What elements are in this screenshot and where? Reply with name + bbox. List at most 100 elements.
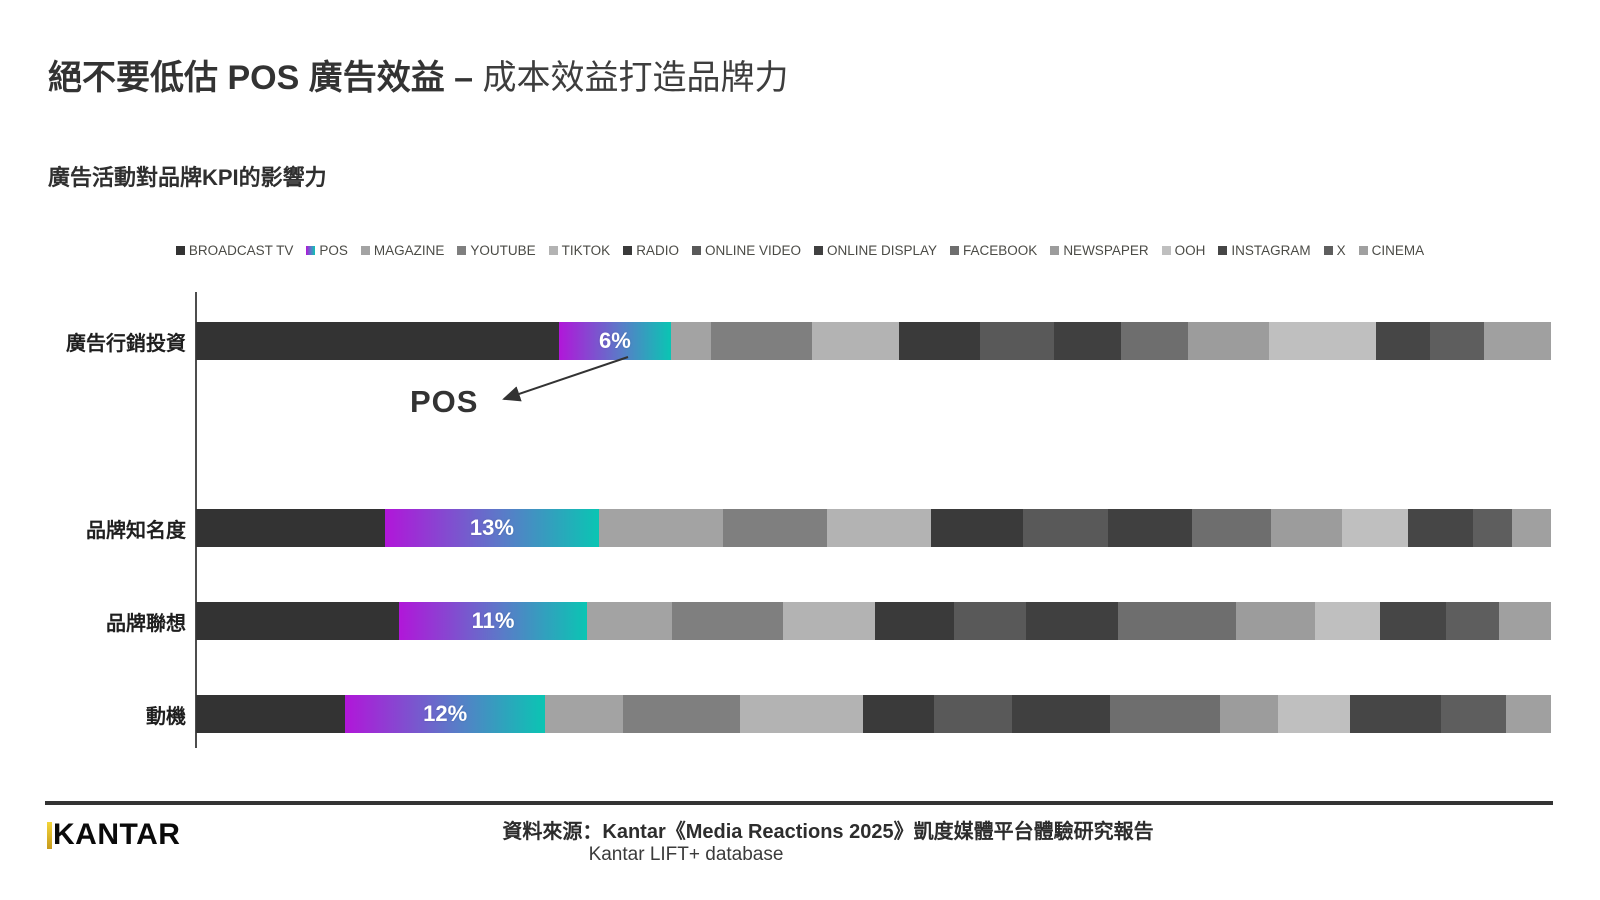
legend-label: POS bbox=[319, 243, 348, 258]
bar-segment-pos: 12% bbox=[345, 695, 546, 733]
kantar-logo-gold-bar-icon bbox=[47, 821, 52, 849]
bar-segment-youtube bbox=[722, 509, 828, 547]
row-label: 動機 bbox=[146, 705, 186, 728]
legend-label: OOH bbox=[1174, 243, 1206, 258]
kantar-logo-text: KANTAR bbox=[53, 818, 181, 851]
bar-segment-online-display bbox=[1012, 695, 1110, 733]
row-label: 品牌知名度 bbox=[86, 519, 186, 542]
bar-row: 動機 12% bbox=[40, 695, 1551, 733]
bar-segment-facebook bbox=[1192, 509, 1271, 547]
kantar-logo: KANTAR bbox=[47, 818, 180, 852]
bar-segment-online-display bbox=[1053, 322, 1122, 360]
bar-segment-radio bbox=[875, 602, 954, 640]
legend-swatch-icon bbox=[306, 246, 316, 255]
bar-segment-pos: 11% bbox=[399, 602, 587, 640]
legend-item-instagram: INSTAGRAM bbox=[1218, 243, 1311, 258]
legend-label: INSTAGRAM bbox=[1231, 243, 1311, 258]
legend-label: RADIO bbox=[636, 243, 679, 258]
pos-value-label: 11% bbox=[471, 608, 515, 633]
legend-swatch-icon bbox=[950, 246, 960, 255]
bar-segment-x bbox=[1446, 602, 1499, 640]
legend-label: X bbox=[1336, 243, 1346, 258]
chart-subtitle: 廣告活動對品牌KPI的影響力 bbox=[48, 165, 327, 190]
legend-label: CINEMA bbox=[1371, 243, 1425, 258]
bar-segment-facebook bbox=[1121, 322, 1189, 360]
legend-label: YOUTUBE bbox=[470, 243, 536, 258]
bar-segment-cinema bbox=[1498, 602, 1552, 640]
legend-item-magazine: MAGAZINE bbox=[360, 243, 444, 258]
bar-segment-newspaper bbox=[1270, 509, 1343, 547]
legend-swatch-icon bbox=[360, 246, 370, 255]
bar-segment-instagram bbox=[1349, 695, 1441, 733]
bar-segment-youtube bbox=[711, 322, 813, 360]
bar-segment-online-video bbox=[934, 695, 1013, 733]
bar-segment-newspaper bbox=[1236, 602, 1315, 640]
page-title-bold: 絕不要低估 POS 廣告效益 – bbox=[48, 59, 474, 97]
bar-segment-magazine bbox=[586, 602, 672, 640]
pos-value-label: 13% bbox=[469, 515, 514, 540]
bar-segment-pos: 6% bbox=[558, 322, 672, 360]
bar-segment-tiktok bbox=[783, 602, 876, 640]
legend-item-tiktok: TIKTOK bbox=[548, 243, 611, 258]
legend-item-x: X bbox=[1323, 243, 1346, 258]
legend-label: NEWSPAPER bbox=[1063, 243, 1149, 258]
bar-segment-facebook bbox=[1109, 695, 1220, 733]
bar-segment-online-video bbox=[980, 322, 1054, 360]
bar-segment-tiktok bbox=[827, 509, 932, 547]
bar-segment-online-video bbox=[953, 602, 1027, 640]
bar-segment-magazine bbox=[671, 322, 712, 360]
bar-segment-x bbox=[1472, 509, 1512, 547]
bar-segment-tiktok bbox=[812, 322, 900, 360]
bar-segment-instagram bbox=[1407, 509, 1473, 547]
legend-swatch-icon bbox=[1161, 246, 1171, 255]
legend-swatch-icon bbox=[623, 246, 633, 255]
bar-segment-broadcast-tv bbox=[196, 602, 400, 640]
bar-row: 廣告行銷投資 6% bbox=[40, 322, 1551, 360]
legend-label: ONLINE DISPLAY bbox=[826, 243, 938, 258]
bar-segment-radio bbox=[863, 695, 935, 733]
bar-segment-cinema bbox=[1505, 695, 1551, 733]
stacked-bar: 11% bbox=[196, 602, 1552, 640]
pos-value-label: 6% bbox=[599, 328, 631, 353]
stacked-bar: 6% bbox=[196, 322, 1551, 360]
bar-segment-pos: 13% bbox=[385, 509, 599, 547]
legend-item-ooh: OOH bbox=[1161, 243, 1206, 258]
legend-swatch-icon bbox=[1050, 246, 1060, 255]
legend-label: BROADCAST TV bbox=[188, 243, 294, 258]
legend-item-newspaper: NEWSPAPER bbox=[1050, 243, 1149, 258]
legend-item-cinema: CINEMA bbox=[1358, 243, 1425, 258]
legend-swatch-icon bbox=[457, 246, 467, 255]
legend-swatch-icon bbox=[175, 246, 185, 255]
legend-swatch-icon bbox=[1218, 246, 1228, 255]
legend-item-youtube: YOUTUBE bbox=[457, 243, 536, 258]
bar-segment-ooh bbox=[1278, 695, 1350, 733]
legend-swatch-icon bbox=[691, 246, 701, 255]
legend-item-radio: RADIO bbox=[623, 243, 679, 258]
legend-item-facebook: FACEBOOK bbox=[950, 243, 1037, 258]
legend-item-online-display: ONLINE DISPLAY bbox=[813, 243, 938, 258]
footer-divider bbox=[45, 801, 1553, 805]
bar-segment-broadcast-tv bbox=[196, 322, 559, 360]
bar-segment-magazine bbox=[545, 695, 623, 733]
bar-segment-broadcast-tv bbox=[196, 695, 346, 733]
bar-segment-online-display bbox=[1026, 602, 1119, 640]
bar-segment-youtube bbox=[671, 602, 784, 640]
bar-segment-radio bbox=[931, 509, 1023, 547]
legend-label: ONLINE VIDEO bbox=[704, 243, 801, 258]
legend-item-pos: POS bbox=[306, 243, 348, 258]
bar-segment-ooh bbox=[1342, 509, 1408, 547]
bar-segment-facebook bbox=[1118, 602, 1237, 640]
legend-label: TIKTOK bbox=[561, 243, 611, 258]
bar-segment-radio bbox=[899, 322, 981, 360]
pos-annotation-label: POS bbox=[410, 384, 479, 419]
source-line-2: Kantar LIFT+ database bbox=[588, 844, 784, 865]
bar-segment-youtube bbox=[622, 695, 740, 733]
bar-segment-instagram bbox=[1380, 602, 1447, 640]
source-line-1: 資料來源：Kantar《Media Reactions 2025》凱度媒體平台體… bbox=[502, 821, 1154, 843]
stacked-bar: 13% bbox=[196, 509, 1552, 547]
page-title: 絕不要低估 POS 廣告效益 – 成本效益打造品牌力 bbox=[48, 56, 789, 100]
row-label: 品牌聯想 bbox=[106, 612, 186, 635]
